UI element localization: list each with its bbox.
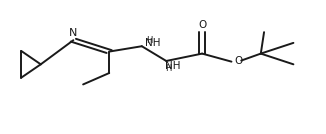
Text: H: H bbox=[165, 64, 171, 73]
Text: O: O bbox=[234, 56, 243, 66]
Text: N: N bbox=[69, 28, 78, 38]
Text: O: O bbox=[198, 20, 206, 30]
Text: H: H bbox=[146, 36, 152, 45]
Text: NH: NH bbox=[165, 61, 180, 71]
Text: NH: NH bbox=[145, 38, 161, 48]
